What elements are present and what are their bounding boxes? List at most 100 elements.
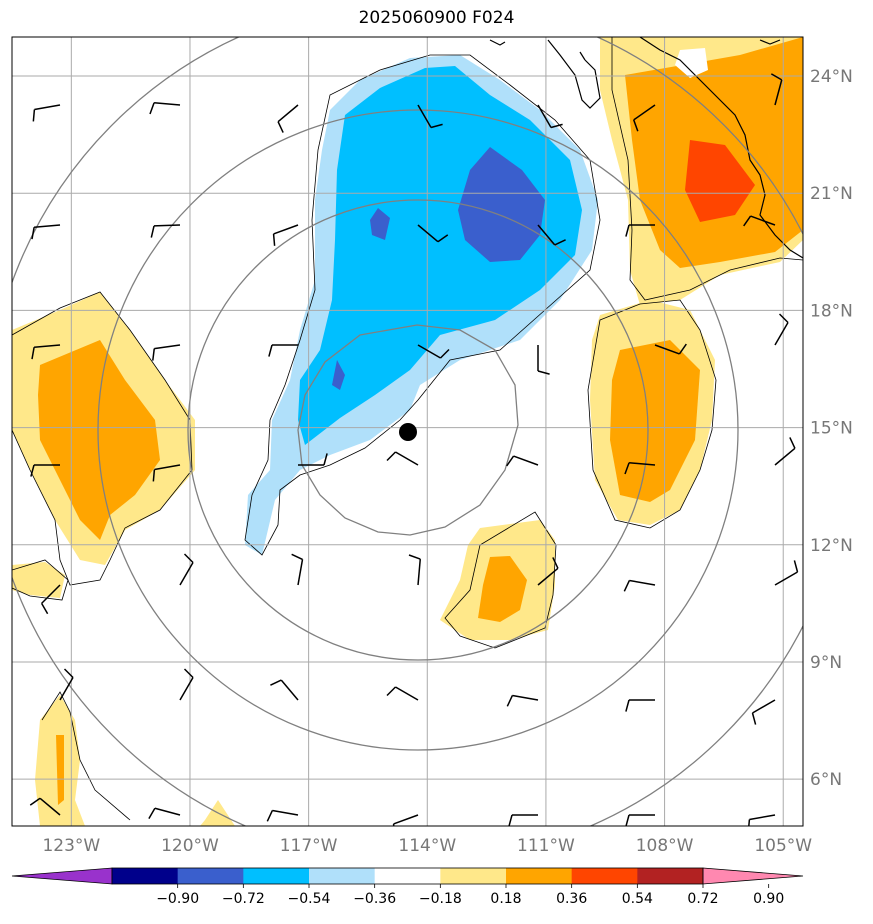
wind-barb xyxy=(774,560,799,586)
wind-barb xyxy=(179,668,194,701)
wind-barb xyxy=(625,699,655,712)
wind-barb xyxy=(392,814,419,826)
wind-barb xyxy=(152,344,181,361)
wind-barbs xyxy=(29,73,799,826)
wind-barb xyxy=(29,797,61,816)
negative-contour-strong xyxy=(458,147,545,262)
wind-barb xyxy=(291,553,304,586)
lon-label: 108°W xyxy=(636,836,694,856)
shaded-fields xyxy=(12,37,803,826)
wind-barb xyxy=(268,344,298,357)
colorbar-extend-high xyxy=(702,867,804,885)
wind-barb xyxy=(743,215,776,227)
wind-barb xyxy=(508,814,538,826)
wind-barb xyxy=(31,224,61,240)
wind-barb xyxy=(270,679,299,701)
colorbar-frame xyxy=(111,867,704,885)
wind-barb xyxy=(32,104,61,122)
wind-barb xyxy=(751,699,776,725)
lat-label: 6°N xyxy=(810,770,842,790)
colorbar-segment xyxy=(177,868,244,884)
lon-label: 123°W xyxy=(42,836,100,856)
colorbar: −0.90 −0.72 −0.54 −0.36 −0.18 0.18 0.36 0.54 0.7… xyxy=(11,867,804,907)
colorbar-segment xyxy=(374,868,441,884)
map-area xyxy=(12,37,803,826)
latitude-labels: 24°N 21°N 18°N 15°N 12°N 9°N 6°N xyxy=(810,67,853,790)
positive-contour-medium xyxy=(56,735,64,805)
wind-barb xyxy=(632,104,656,132)
wind-barb xyxy=(625,814,655,826)
gridlines xyxy=(12,37,803,826)
colorbar-tick-label: −0.90 xyxy=(156,891,199,907)
wind-barb xyxy=(179,553,194,586)
range-ring xyxy=(187,199,649,661)
wind-barb xyxy=(386,451,419,466)
positive-contour-medium xyxy=(610,340,700,502)
colorbar-segment xyxy=(440,868,507,884)
wind-barb xyxy=(408,554,422,586)
lat-label: 18°N xyxy=(810,301,853,321)
lat-label: 21°N xyxy=(810,184,853,204)
colorbar-segment xyxy=(506,868,573,884)
lon-label: 111°W xyxy=(517,836,575,856)
colorbar-tick-label: −0.18 xyxy=(419,891,462,907)
neutral-patch xyxy=(675,48,708,78)
wind-barb xyxy=(624,461,656,475)
wind-barb xyxy=(537,345,550,375)
lon-label: 117°W xyxy=(280,836,338,856)
colorbar-segment xyxy=(243,868,310,884)
wind-barb xyxy=(149,101,181,115)
colorbar-tick-label: 0.36 xyxy=(556,891,587,907)
positive-contour-medium xyxy=(478,556,527,622)
wind-barb xyxy=(417,224,449,243)
wind-barb xyxy=(148,807,181,820)
range-rings xyxy=(12,37,803,826)
wind-barb xyxy=(59,668,74,701)
contour-lines xyxy=(12,37,803,821)
negative-contour-medium xyxy=(298,66,582,445)
colorbar-tick-label: 0.72 xyxy=(687,891,718,907)
lon-label: 105°W xyxy=(754,836,812,856)
colorbar-extend-low xyxy=(11,867,113,885)
colorbar-segment xyxy=(571,868,638,884)
lon-label: 114°W xyxy=(398,836,456,856)
positive-contour-medium xyxy=(38,340,160,540)
wind-barb xyxy=(537,104,563,129)
colorbar-segment xyxy=(637,868,704,884)
positive-contour-light xyxy=(12,562,65,598)
wind-barb xyxy=(30,464,60,477)
wind-barb xyxy=(386,686,419,701)
wind-barb xyxy=(537,557,559,586)
wind-barb xyxy=(277,104,299,133)
wind-barb xyxy=(152,464,181,482)
wind-barb xyxy=(774,313,789,346)
positive-contour-strong xyxy=(685,140,755,222)
negative-contour-strong xyxy=(332,360,345,390)
colorbar-tick-label: 0.54 xyxy=(622,891,653,907)
colorbar-tick-label: 0.18 xyxy=(490,891,521,907)
wind-barb xyxy=(298,453,328,466)
lat-label: 24°N xyxy=(810,67,853,87)
colorbar-tick-label: 0.90 xyxy=(753,891,784,907)
range-ring xyxy=(97,109,739,751)
longitude-labels: 123°W 120°W 117°W 114°W 111°W 108°W 105°W xyxy=(42,836,812,856)
wind-barb xyxy=(40,584,61,615)
colorbar-tick-label: −0.72 xyxy=(222,891,265,907)
wind-barb xyxy=(417,344,450,359)
wind-barb xyxy=(417,104,443,129)
lat-label: 15°N xyxy=(810,419,853,439)
wind-barb xyxy=(150,224,181,238)
wind-barb xyxy=(272,224,299,246)
colorbar-tick-label: −0.54 xyxy=(288,891,331,907)
map-title: 2025060900 F024 xyxy=(358,8,515,28)
colorbar-segment xyxy=(112,868,179,884)
range-ring xyxy=(297,324,519,536)
lon-label: 120°W xyxy=(161,836,219,856)
wind-barb xyxy=(654,343,687,355)
wind-barb xyxy=(537,224,566,246)
wind-barb xyxy=(774,437,796,466)
lat-label: 12°N xyxy=(810,536,853,556)
colorbar-tick-label: −0.36 xyxy=(353,891,396,907)
storm-center-marker xyxy=(399,423,417,441)
